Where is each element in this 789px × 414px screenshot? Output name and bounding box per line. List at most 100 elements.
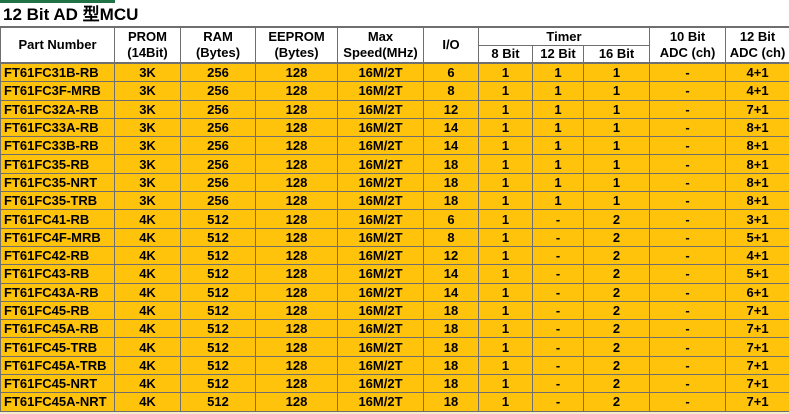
col-header-label: RAM bbox=[203, 29, 233, 44]
cell-adc-10bit: - bbox=[649, 227, 727, 247]
cell-timer-8bit: 1 bbox=[478, 209, 533, 229]
table-row: FT61FC45A-NRT 4K 512 128 16M/2T 18 1-2-7+1 bbox=[0, 392, 789, 412]
cell-prom: 4K bbox=[114, 355, 181, 376]
col-header-timer-12bit: 12 Bit bbox=[532, 45, 584, 64]
table-row: FT61FC31B-RB 3K 256 128 16M/2T 6 1 1 1-4+1 bbox=[0, 62, 789, 83]
cell-max-speed: 16M/2T bbox=[337, 300, 424, 321]
cell-timer-12bit: 1 bbox=[532, 154, 584, 174]
cell-timer-16bit: 2 bbox=[582, 282, 651, 302]
cell-timer-8bit: 1 bbox=[478, 172, 533, 193]
cell-io: 18 bbox=[423, 374, 479, 394]
cell-timer-8bit: 1 bbox=[478, 245, 533, 266]
cell-ram: 512 bbox=[180, 374, 256, 394]
table-row: FT61FC45-TRB 4K 512 128 16M/2T 18 1-2-7+1 bbox=[0, 337, 789, 357]
cell-prom: 4K bbox=[114, 374, 181, 394]
cell-timer-16bit: 1 bbox=[582, 117, 651, 138]
cell-timer-16bit: 1 bbox=[582, 154, 651, 174]
table-row: FT61FC32A-RB 3K 256 128 16M/2T 12 1 1 1-7+1 bbox=[0, 99, 789, 119]
cell-max-speed: 16M/2T bbox=[337, 392, 424, 412]
table-row: FT61FC35-RB 3K 256 128 16M/2T 18 1 1 1-8+1 bbox=[0, 154, 789, 174]
cell-prom: 4K bbox=[114, 209, 181, 229]
cell-io: 18 bbox=[423, 154, 479, 174]
cell-max-speed: 16M/2T bbox=[337, 319, 424, 339]
cell-adc-12bit: 5+1 bbox=[725, 264, 789, 284]
cell-timer-16bit: 2 bbox=[582, 209, 651, 229]
cell-timer-16bit: 2 bbox=[582, 337, 651, 357]
cell-prom: 4K bbox=[114, 264, 181, 284]
cell-timer-16bit: 1 bbox=[582, 62, 651, 83]
cell-adc-12bit: 7+1 bbox=[725, 392, 789, 412]
cell-adc-12bit: 8+1 bbox=[725, 191, 789, 211]
cell-adc-12bit: 4+1 bbox=[725, 62, 789, 83]
cell-timer-16bit: 1 bbox=[582, 136, 651, 156]
col-header-timer-group: Timer bbox=[477, 26, 651, 46]
cell-adc-10bit: - bbox=[649, 99, 727, 119]
cell-max-speed: 16M/2T bbox=[337, 245, 424, 266]
col-header-label: 12 Bit bbox=[540, 46, 576, 61]
cell-eeprom: 128 bbox=[255, 337, 338, 357]
cell-eeprom: 128 bbox=[255, 81, 338, 101]
table-row: FT61FC35-NRT 3K 256 128 16M/2T 18 1 1 1-8+1 bbox=[0, 172, 789, 193]
cell-timer-16bit: 1 bbox=[582, 191, 651, 211]
cell-max-speed: 16M/2T bbox=[337, 117, 424, 138]
cell-timer-12bit: 1 bbox=[532, 172, 584, 193]
cell-ram: 512 bbox=[180, 282, 256, 302]
table-header: Part Number PROM (14Bit) RAM (Bytes) EEP… bbox=[0, 26, 789, 64]
cell-eeprom: 128 bbox=[255, 245, 338, 266]
cell-ram: 256 bbox=[180, 136, 256, 156]
cell-io: 6 bbox=[423, 62, 479, 83]
cell-adc-12bit: 3+1 bbox=[725, 209, 789, 229]
cell-eeprom: 128 bbox=[255, 282, 338, 302]
cell-ram: 512 bbox=[180, 227, 256, 247]
cell-eeprom: 128 bbox=[255, 117, 338, 138]
table-row: FT61FC45A-TRB 4K 512 128 16M/2T 18 1-2-7+1 bbox=[0, 355, 789, 376]
cell-prom: 4K bbox=[114, 337, 181, 357]
cell-timer-12bit: 1 bbox=[532, 62, 584, 83]
accent-bar bbox=[0, 0, 115, 3]
cell-adc-10bit: - bbox=[649, 392, 727, 412]
table-row: FT61FC35-TRB 3K 256 128 16M/2T 18 1 1 1-8+1 bbox=[0, 191, 789, 211]
cell-ram: 512 bbox=[180, 337, 256, 357]
cell-adc-10bit: - bbox=[649, 117, 727, 138]
cell-eeprom: 128 bbox=[255, 99, 338, 119]
cell-timer-16bit: 1 bbox=[582, 81, 651, 101]
col-header-adc12: 12 Bit ADC (ch) bbox=[725, 26, 789, 64]
cell-part-number: FT61FC43-RB bbox=[0, 264, 115, 284]
cell-timer-16bit: 2 bbox=[582, 355, 651, 376]
col-header-label: (Bytes) bbox=[274, 45, 319, 60]
cell-prom: 3K bbox=[114, 191, 181, 211]
cell-timer-12bit: - bbox=[532, 209, 584, 229]
cell-eeprom: 128 bbox=[255, 374, 338, 394]
cell-part-number: FT61FC45A-TRB bbox=[0, 355, 115, 376]
cell-timer-16bit: 2 bbox=[582, 374, 651, 394]
cell-prom: 4K bbox=[114, 227, 181, 247]
cell-eeprom: 128 bbox=[255, 319, 338, 339]
cell-max-speed: 16M/2T bbox=[337, 62, 424, 83]
col-header-ram: RAM (Bytes) bbox=[180, 26, 256, 64]
col-header-part-number: Part Number bbox=[0, 26, 115, 64]
cell-ram: 512 bbox=[180, 319, 256, 339]
cell-part-number: FT61FC45-RB bbox=[0, 300, 115, 321]
cell-ram: 256 bbox=[180, 191, 256, 211]
col-header-adc10: 10 Bit ADC (ch) bbox=[649, 26, 727, 64]
table-row: FT61FC42-RB 4K 512 128 16M/2T 12 1-2-4+1 bbox=[0, 245, 789, 266]
col-header-label: 12 Bit bbox=[739, 29, 776, 44]
cell-part-number: FT61FC45A-RB bbox=[0, 319, 115, 339]
table-row: FT61FC33A-RB 3K 256 128 16M/2T 14 1 1 1-8+1 bbox=[0, 117, 789, 138]
cell-prom: 4K bbox=[114, 282, 181, 302]
cell-adc-10bit: - bbox=[649, 191, 727, 211]
cell-prom: 4K bbox=[114, 245, 181, 266]
cell-ram: 256 bbox=[180, 172, 256, 193]
col-header-label: Part Number bbox=[18, 37, 97, 52]
cell-prom: 3K bbox=[114, 136, 181, 156]
cell-timer-12bit: - bbox=[532, 264, 584, 284]
cell-prom: 3K bbox=[114, 62, 181, 83]
cell-timer-16bit: 2 bbox=[582, 227, 651, 247]
cell-timer-16bit: 1 bbox=[582, 172, 651, 193]
cell-part-number: FT61FC45-TRB bbox=[0, 337, 115, 357]
cell-part-number: FT61FC43A-RB bbox=[0, 282, 115, 302]
table-body: FT61FC31B-RB 3K 256 128 16M/2T 6 1 1 1-4+1 FT61FC… bbox=[0, 62, 789, 412]
cell-ram: 256 bbox=[180, 62, 256, 83]
cell-max-speed: 16M/2T bbox=[337, 209, 424, 229]
cell-io: 6 bbox=[423, 209, 479, 229]
